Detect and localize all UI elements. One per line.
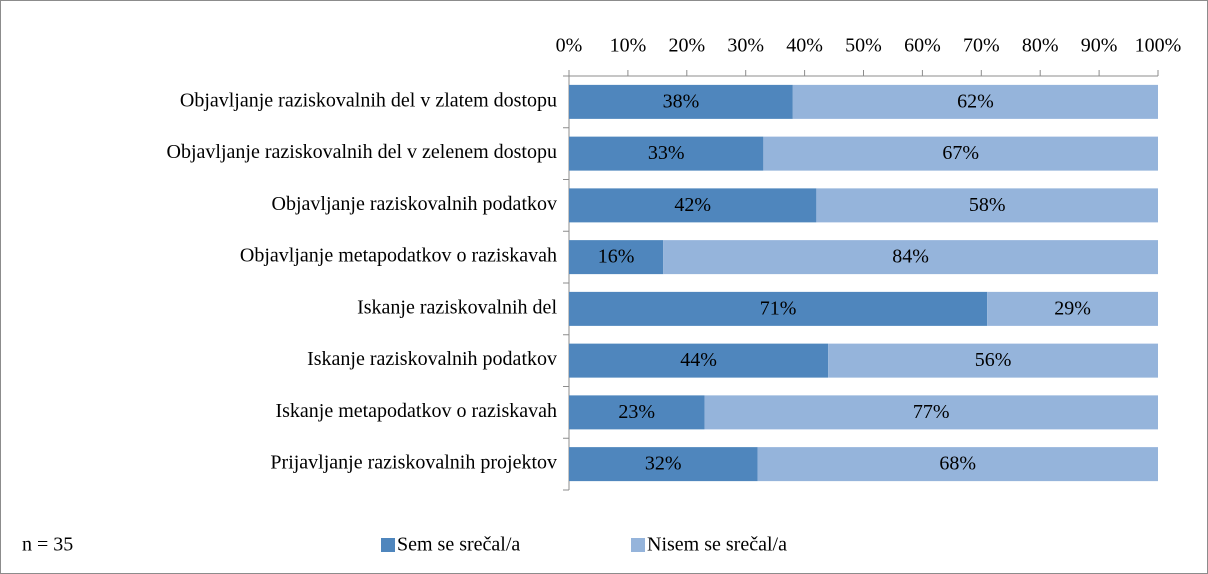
bar-segment [663, 240, 1158, 275]
bar-segment [569, 291, 988, 326]
value-label: 62% [957, 90, 994, 112]
bar-segment [569, 447, 758, 482]
annotation: n = 35 [22, 534, 73, 556]
bar-segment [569, 84, 793, 119]
value-label: 33% [648, 142, 685, 164]
x-tick-label: 0% [556, 35, 583, 57]
bar-segment [569, 343, 829, 378]
x-tick-label: 30% [727, 35, 764, 57]
bar-segment [987, 291, 1158, 326]
bar-segment [757, 447, 1158, 482]
y-tick-label: Prijavljanje raziskovalnih projektov [270, 452, 557, 474]
bar-segment [816, 188, 1158, 223]
value-label: 67% [942, 142, 979, 164]
y-tick-label: Objavljanje raziskovalnih podatkov [272, 193, 557, 215]
y-tick-label: Iskanje raziskovalnih del [357, 296, 557, 318]
bar-segment [569, 240, 664, 275]
x-tick-label: 50% [845, 35, 882, 57]
y-tick-label: Iskanje metapodatkov o raziskavah [275, 400, 557, 422]
value-label: 58% [969, 194, 1006, 216]
x-tick-label: 100% [1135, 35, 1182, 57]
value-label: 56% [975, 349, 1012, 371]
value-label: 44% [680, 349, 717, 371]
value-label: 29% [1054, 297, 1091, 319]
value-label: 71% [760, 297, 797, 319]
bar-segment [828, 343, 1158, 378]
bar-segment [763, 136, 1158, 171]
legend-swatch [631, 538, 645, 552]
bar-segment [569, 188, 817, 223]
x-tick-label: 70% [963, 35, 1000, 57]
bar-segment [792, 84, 1158, 119]
x-tick-label: 10% [610, 35, 647, 57]
value-label: 77% [913, 401, 950, 423]
value-label: 23% [618, 401, 655, 423]
value-label: 16% [598, 246, 635, 268]
y-tick-label: Objavljanje raziskovalnih del v zelenem … [167, 141, 557, 163]
y-tick-label: Objavljanje raziskovalnih del v zlatem d… [180, 89, 557, 111]
value-label: 38% [663, 90, 700, 112]
value-label: 68% [939, 453, 976, 475]
bar-segment [569, 136, 764, 171]
x-tick-label: 40% [786, 35, 823, 57]
legend-label: Sem se srečal/a [397, 534, 520, 556]
y-tick-label: Objavljanje metapodatkov o raziskavah [240, 245, 557, 267]
y-tick-label: Iskanje raziskovalnih podatkov [307, 348, 557, 370]
x-tick-label: 20% [668, 35, 705, 57]
x-tick-label: 80% [1022, 35, 1059, 57]
bar-segment [569, 395, 705, 430]
value-label: 32% [645, 453, 682, 475]
x-tick-label: 90% [1081, 35, 1118, 57]
x-tick-label: 60% [904, 35, 941, 57]
legend-label: Nisem se srečal/a [647, 534, 787, 556]
legend-swatch [381, 538, 395, 552]
bar-segment [704, 395, 1158, 430]
value-label: 42% [674, 194, 711, 216]
value-label: 84% [892, 246, 929, 268]
